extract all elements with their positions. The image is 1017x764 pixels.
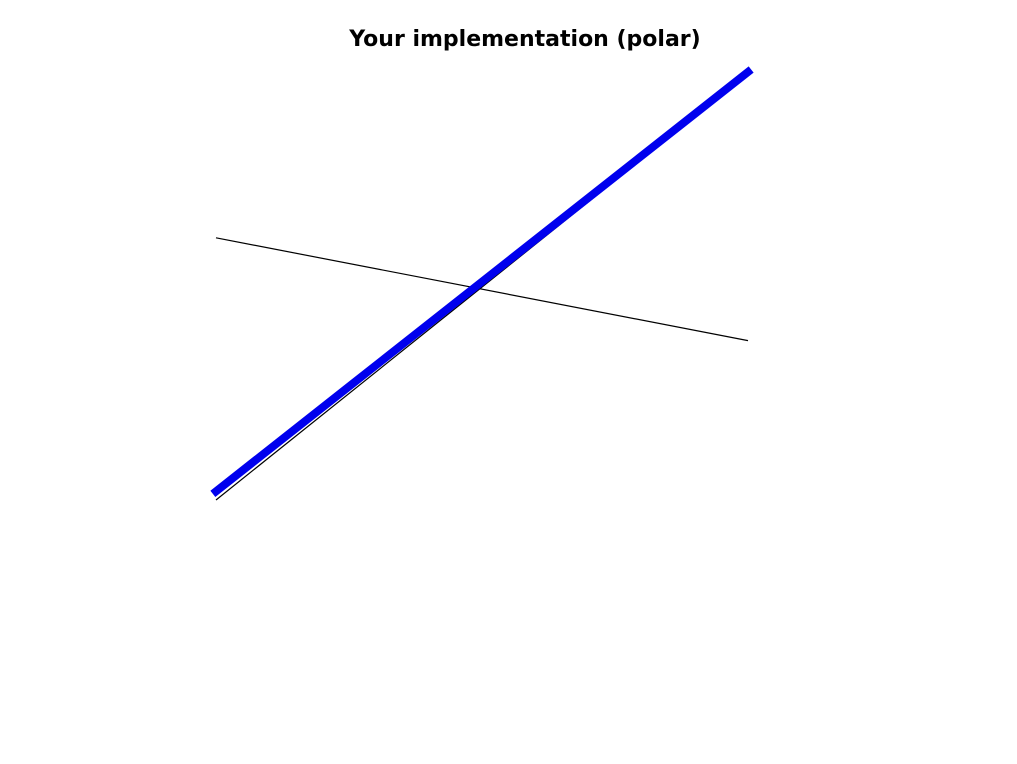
chart-title: Your implementation (polar) (349, 27, 701, 52)
series-line-1 (215, 237, 749, 342)
series-line-3 (210, 66, 754, 498)
